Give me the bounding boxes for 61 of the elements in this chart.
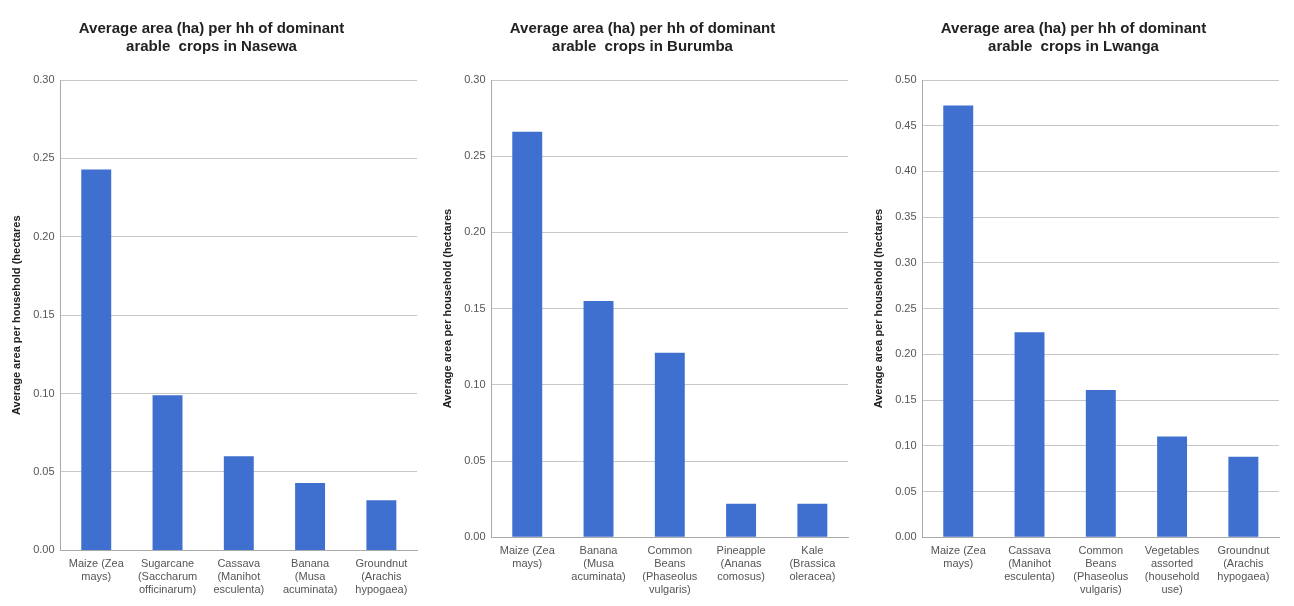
bar — [726, 503, 757, 537]
y-tick-label: 0.10 — [464, 377, 486, 390]
bar — [1014, 332, 1045, 537]
x-tick-label: Vegetables assorted (household use) — [1144, 543, 1200, 596]
y-tick-label: 0.00 — [464, 530, 486, 543]
y-tick-label: 0.45 — [895, 118, 917, 131]
x-tick-label: Banana (Musa acuminata) — [282, 557, 338, 596]
bar — [366, 500, 397, 550]
y-tick-label: 0.25 — [464, 149, 486, 162]
x-tick-label: Common Beans (Phaseolus vulgaris) — [642, 543, 698, 596]
x-tick-label: Pineapple (Ananas comosus) — [716, 543, 766, 583]
y-tick-label: 0.15 — [895, 393, 917, 406]
x-tick-label: Common Beans (Phaseolus vulgaris) — [1073, 543, 1129, 596]
y-tick-label: 0.50 — [895, 73, 917, 86]
x-tick-label: Maize (Zea mays) — [68, 557, 125, 583]
y-tick-label: 0.00 — [895, 530, 917, 543]
x-tick-label: Kale (Brassica oleracea) — [789, 543, 837, 583]
y-tick-label: 0.30 — [33, 73, 55, 86]
y-tick-label: 0.40 — [895, 164, 917, 177]
x-tick-label: Cassava (Manihot esculenta) — [213, 557, 265, 596]
bar — [797, 503, 828, 537]
y-axis-title: Average area per household (hectares — [871, 208, 884, 409]
y-tick-label: 0.20 — [464, 225, 486, 238]
bar — [223, 456, 254, 550]
chart-title: Average area (ha) per hh of dominant arable crops in Lwanga — [940, 19, 1207, 55]
x-tick-label: Cassava (Manihot esculenta) — [1004, 543, 1055, 583]
x-tick-label: Maize (Zea mays) — [499, 543, 556, 570]
y-axis-title: Average area per household (hectares — [440, 208, 453, 409]
y-tick-label: 0.05 — [895, 484, 917, 497]
bar — [152, 395, 183, 550]
bar — [512, 131, 543, 537]
bar — [654, 352, 685, 537]
y-tick-label: 0.35 — [895, 210, 917, 223]
bar — [943, 105, 974, 537]
y-tick-label: 0.30 — [895, 255, 917, 268]
x-tick-label: Groundnut (Arachis hypogaea) — [1217, 543, 1270, 583]
y-tick-label: 0.25 — [895, 301, 917, 314]
x-tick-label: Banana (Musa acuminata) — [571, 543, 626, 583]
chart-title: Average area (ha) per hh of dominant arable crops in Burumba — [509, 19, 776, 55]
x-tick-label: Sugarcane (Saccharum officinarum) — [137, 557, 198, 596]
y-tick-label: 0.15 — [33, 308, 55, 321]
y-tick-label: 0.10 — [33, 386, 55, 399]
y-tick-label: 0.00 — [33, 543, 55, 556]
y-tick-label: 0.05 — [464, 454, 486, 467]
y-tick-label: 0.30 — [464, 73, 486, 86]
y-axis-title: Average area per household (hectares — [9, 215, 22, 415]
bar — [295, 482, 326, 550]
y-tick-label: 0.10 — [895, 438, 917, 451]
x-tick-label: Maize (Zea mays) — [930, 543, 987, 570]
y-tick-label: 0.05 — [33, 465, 55, 478]
x-tick-label: Groundnut (Arachis hypogaea) — [355, 557, 408, 596]
bar — [1085, 389, 1116, 537]
y-tick-label: 0.15 — [464, 301, 486, 314]
y-tick-label: 0.20 — [895, 347, 917, 360]
y-tick-label: 0.25 — [33, 151, 55, 164]
bar — [583, 300, 614, 537]
chart-title: Average area (ha) per hh of dominant arable crops in Nasewa — [78, 19, 345, 55]
bar — [1228, 456, 1259, 537]
bar — [1157, 436, 1188, 537]
bar — [81, 169, 112, 550]
y-tick-label: 0.20 — [33, 229, 55, 242]
